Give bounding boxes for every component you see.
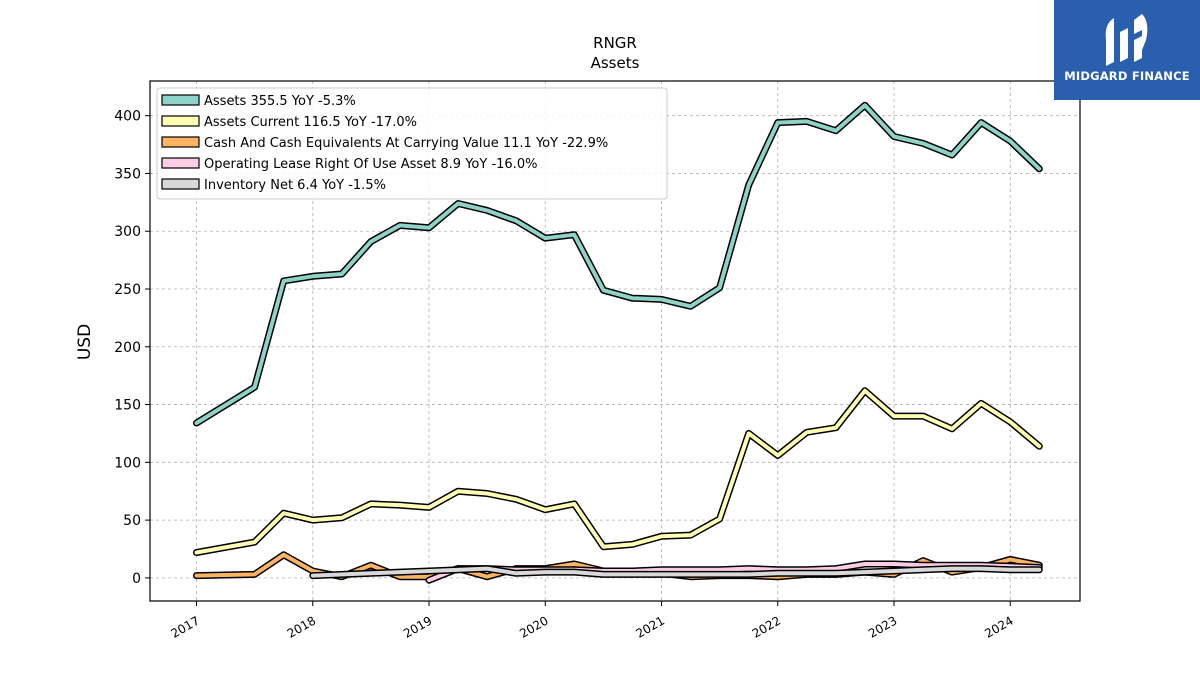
- legend-entry: Assets Current 116.5 YoY -17.0%: [204, 115, 417, 130]
- plot-frame: [149, 80, 1081, 602]
- series-layer: [193, 101, 1043, 584]
- y-tick-label: 250: [114, 282, 141, 298]
- series-1: [193, 387, 1043, 556]
- x-tick-label: 2022: [750, 613, 783, 640]
- legend-entry: Inventory Net 6.4 YoY -1.5%: [204, 178, 386, 193]
- legend-swatch: [161, 157, 200, 169]
- x-tick-label: 2017: [169, 613, 202, 640]
- series-line: [194, 388, 1042, 555]
- logo-mark-icon: [1105, 14, 1148, 66]
- legend-box: [156, 87, 668, 200]
- legend-swatch: [161, 136, 200, 148]
- y-axis-label: USD: [75, 324, 95, 360]
- series-line: [194, 103, 1042, 425]
- x-tick-label: 2019: [401, 613, 434, 640]
- legend: Assets 355.5 YoY -5.3% Assets Current 116…: [156, 87, 668, 200]
- series-0: [193, 101, 1043, 427]
- legend-entry: Assets 355.5 YoY -5.3%: [204, 94, 356, 109]
- legend-entry: Cash And Cash Equivalents At Carrying Va…: [204, 136, 608, 151]
- x-tick-label: 2024: [982, 613, 1015, 640]
- y-tick-label: 200: [114, 340, 141, 356]
- chart-title: RNGR: [593, 34, 637, 52]
- x-tick-label: 2018: [285, 613, 318, 640]
- y-tick-label: 300: [114, 224, 141, 240]
- legend-swatch: [161, 178, 200, 190]
- x-tick-label: 2020: [517, 613, 550, 640]
- y-tick-label: 100: [114, 455, 141, 471]
- series-4: [309, 565, 1043, 580]
- logo-text: MIDGARD FINANCE: [1064, 69, 1190, 83]
- x-tick-label: 2023: [866, 613, 899, 640]
- series-line: [310, 566, 1042, 578]
- legend-entry: Operating Lease Right Of Use Asset 8.9 Y…: [204, 157, 537, 172]
- y-tick-label: 50: [123, 513, 141, 529]
- x-tick-label: 2021: [634, 613, 667, 640]
- chart-subtitle: Assets: [591, 54, 640, 72]
- y-tick-label: 150: [114, 398, 141, 414]
- y-tick-label: 400: [114, 109, 141, 125]
- y-tick-label: 350: [114, 166, 141, 182]
- y-tick-label: 0: [132, 571, 141, 587]
- legend-swatch: [161, 94, 200, 106]
- legend-swatch: [161, 115, 200, 127]
- brand-logo: MIDGARD FINANCE: [1054, 0, 1200, 100]
